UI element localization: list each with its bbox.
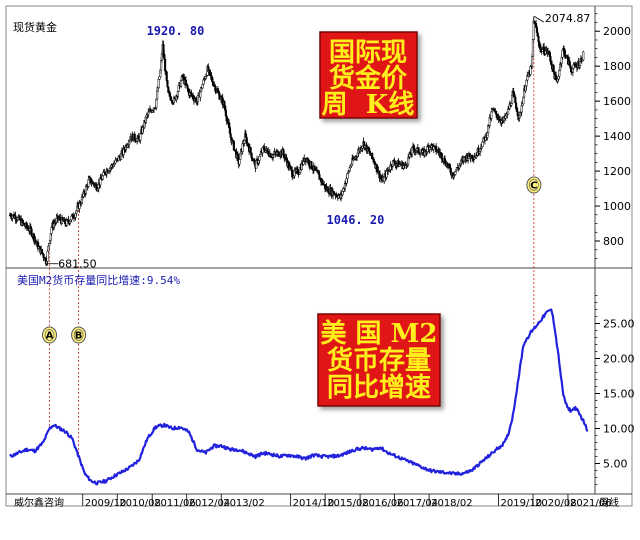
x-tick-label: 2020/08 [535,498,577,509]
x-tick: 2009/10 [82,494,127,509]
x-tick: 2012/04 [186,494,231,509]
m2-growth-line [9,308,589,486]
x-tick-label: 2012/04 [189,498,231,509]
x-tick-label: 2021/06 [570,498,612,509]
m2-callout-line-3: 同比增速 [327,372,431,403]
gold-price-callout-box [319,31,418,119]
source-label: 威尔鑫咨询 [14,496,64,509]
gold-price-callout: 国际现 货金价 周 K线 [319,31,418,120]
top-y-tick-label: 1000 [603,200,631,213]
x-tick: 2010/08 [116,494,161,509]
x-tick-label: 2014/10 [293,498,335,509]
top-y-tick-label: 1800 [603,60,631,73]
marker-badge-label: C [530,181,537,192]
price-candle [531,39,534,58]
top-y-axis: 800 1000 1200 1400 1600 1800 2000 [595,13,631,259]
bottom-y-tick-label: 25.00 [603,318,635,331]
price-annotation: 1046. 20 [327,213,385,227]
m2-callout-line-2: 货币存量 [327,345,431,376]
bottom-panel-title: 美国M2货币存量同比增速:9.54% [17,273,180,287]
period-label: 周线 [599,496,619,509]
price-series [8,16,585,267]
price-candle [232,140,235,151]
price-annotation: 681.50 [46,258,97,271]
x-tick: 2015/08 [324,494,369,509]
x-tick: 2014/10 [290,494,335,509]
m2-callout-line-1: 美 国 M2 [321,318,438,349]
m2-callout: 美 国 M2 货币存量 同比增速 [317,313,441,407]
x-tick: 2021/06 [567,494,612,509]
top-y-tick-label: 800 [603,235,624,248]
x-tick-label: 2017/04 [397,498,439,509]
bottom-y-tick-label: 20.00 [603,353,635,366]
price-annotation-label: 1046. 20 [327,213,385,227]
gold-price-callout-line-1: 国际现 [329,38,407,68]
x-tick: 2011/06 [151,494,196,509]
x-tick-label: 2011/06 [154,498,196,509]
m2-series [9,308,589,486]
price-annotation: 2074.87 [533,12,591,25]
bottom-y-tick-label: 5.00 [603,458,628,471]
x-tick-label: 2016/06 [362,498,404,509]
top-y-tick-label: 1200 [603,165,631,178]
top-y-tick-label: 1600 [603,95,631,108]
price-annotation-label: 2074.87 [545,12,591,25]
chart-frame [5,5,633,507]
x-tick-label: 2018/02 [431,498,473,509]
price-annotation-label: 1920. 80 [147,24,205,38]
gold-price-callout-line-2: 货金价 [329,63,408,94]
top-panel-title: 现货黄金 [13,20,57,34]
bottom-marker-lines [49,194,535,457]
price-candle [582,50,585,61]
marker-badge-b: B [71,326,87,344]
x-tick-label: 2013/02 [223,498,265,509]
price-annotation-label: 681.50 [58,258,97,271]
m2-callout-box [317,313,441,407]
x-tick-label: 2010/08 [119,498,161,509]
top-y-tick-label: 2000 [603,25,631,38]
x-tick-label: 2015/08 [327,498,369,509]
bottom-y-tick-label: 15.00 [603,388,635,401]
x-tick-label: 2019/10 [501,498,543,509]
price-annotation: 1920. 80 [147,24,205,38]
x-tick: 2019/10 [498,494,543,509]
bottom-y-tick-label: 10.00 [603,423,635,436]
bottom-y-axis: 5.00 10.00 15.00 20.00 25.00 [595,295,635,485]
x-tick-label: 2009/10 [85,498,127,509]
x-tick: 2018/02 [428,494,473,509]
x-tick: 2017/04 [394,494,439,509]
top-y-tick-label: 1400 [603,130,631,143]
x-tick: 2020/08 [532,494,577,509]
price-annotations: 681.50 1920. 80 1046. 20 2074.87 [46,12,590,271]
marker-badges: A B C [41,176,542,344]
x-tick: 2013/02 [220,494,265,509]
marker-badge-label: B [75,331,83,342]
x-tick: 2016/06 [359,494,404,509]
gold-price-callout-line-3: 周 K线 [322,90,415,120]
marker-badge-c: C [526,176,542,194]
marker-badge-label: A [46,331,54,342]
marker-badge-a: A [41,326,57,344]
